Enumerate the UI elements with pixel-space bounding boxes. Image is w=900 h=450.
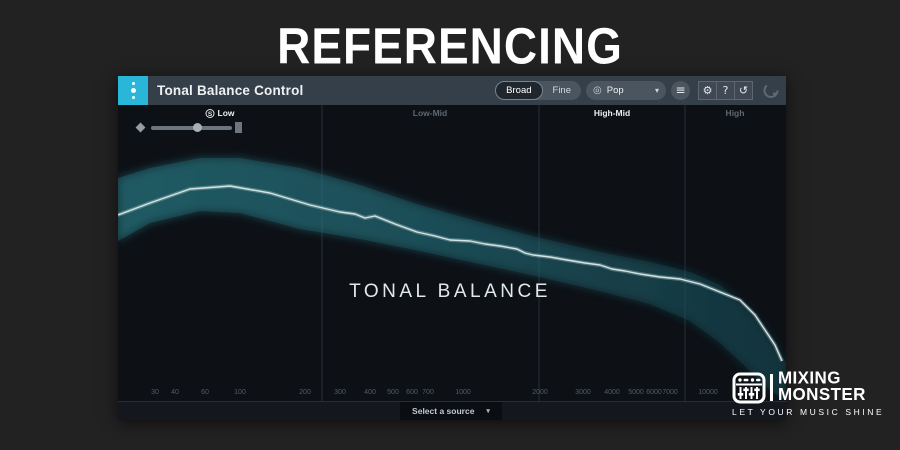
freq-label: 500 xyxy=(387,389,399,396)
page-title: REFERENCING xyxy=(277,17,623,75)
band-label-text: High xyxy=(725,108,745,118)
brand-name-line1: MIXING xyxy=(778,367,841,388)
freq-label: 4000 xyxy=(604,389,620,396)
freq-label: 30 xyxy=(151,389,159,396)
preset-target-icon: ◎ xyxy=(593,85,602,96)
freq-label: 3000 xyxy=(575,389,591,396)
freq-label: 400 xyxy=(364,389,376,396)
source-select-label: Select a source xyxy=(412,406,475,416)
brand-tagline: LET YOUR MUSIC SHINE xyxy=(732,407,885,417)
freq-label: 100 xyxy=(234,389,246,396)
tonal-balance-app-icon xyxy=(118,76,148,105)
freq-label: 6000 xyxy=(646,389,662,396)
gear-icon: ⚙ xyxy=(702,84,713,97)
band-label-high: High xyxy=(726,108,745,118)
mixer-icon xyxy=(732,372,766,404)
help-button[interactable]: ? xyxy=(716,81,735,100)
broad-fine-toggle: Broad Fine xyxy=(495,81,581,100)
history-button[interactable]: ↺ xyxy=(734,81,753,100)
mixing-monster-logo: MIXING MONSTER LET YOUR MUSIC SHINE xyxy=(729,366,899,424)
plugin-title: Tonal Balance Control xyxy=(157,83,304,98)
preset-label: Pop xyxy=(606,85,624,96)
slider-end-handle[interactable] xyxy=(235,122,242,133)
band-label-text: Low xyxy=(217,108,235,118)
brand-divider-bar xyxy=(770,374,773,401)
izotope-logo xyxy=(763,83,779,98)
preset-menu-button[interactable]: ≡ xyxy=(671,81,690,100)
brand-name-line2: MONSTER xyxy=(778,384,866,404)
hamburger-icon: ≡ xyxy=(675,83,686,97)
brand-name: MIXING MONSTER xyxy=(778,367,866,404)
freq-label: 300 xyxy=(334,389,346,396)
freq-label: 600 xyxy=(406,389,418,396)
freq-label: 2000 xyxy=(532,389,548,396)
band-label-low-mid: Low-Mid xyxy=(413,108,447,118)
plugin-bottom-bar: Select a source ▾ xyxy=(118,401,786,420)
fine-button[interactable]: Fine xyxy=(543,81,581,100)
slider-track[interactable] xyxy=(151,126,232,130)
history-undo-icon: ↺ xyxy=(738,84,749,97)
freq-label: 700 xyxy=(422,389,434,396)
tonal-balance-watermark: TONAL BALANCE xyxy=(349,281,551,302)
band-label-low: S Low xyxy=(205,108,235,118)
tonal-balance-plugin-window: Tonal Balance Control Broad Fine ◎ Pop ▾… xyxy=(118,76,786,420)
chevron-down-icon: ▾ xyxy=(486,408,490,415)
solo-badge[interactable]: S xyxy=(205,108,215,118)
slider-knob[interactable] xyxy=(193,123,202,132)
preset-dropdown[interactable]: ◎ Pop ▾ xyxy=(586,81,666,100)
settings-button[interactable]: ⚙ xyxy=(698,81,717,100)
freq-label: 200 xyxy=(299,389,311,396)
plugin-header: Tonal Balance Control Broad Fine ◎ Pop ▾… xyxy=(118,76,786,105)
spectrum-display: S Low Low-Mid High-Mid High TONAL BALANCE 30… xyxy=(118,105,786,401)
freq-label: 5000 xyxy=(628,389,644,396)
freq-label: 40 xyxy=(171,389,179,396)
band-label-text: Low-Mid xyxy=(412,108,448,118)
freq-label: 7000 xyxy=(662,389,678,396)
freq-label: 10000 xyxy=(698,389,718,396)
band-label-high-mid: High-Mid xyxy=(594,108,630,118)
freq-label: 1000 xyxy=(455,389,471,396)
chevron-down-icon: ▾ xyxy=(654,86,659,95)
freq-label: 60 xyxy=(201,389,209,396)
broad-button[interactable]: Broad xyxy=(495,81,543,100)
source-select-dropdown[interactable]: Select a source ▾ xyxy=(400,402,502,420)
band-label-text: High-Mid xyxy=(593,108,631,118)
spectrum-curve xyxy=(118,105,786,401)
